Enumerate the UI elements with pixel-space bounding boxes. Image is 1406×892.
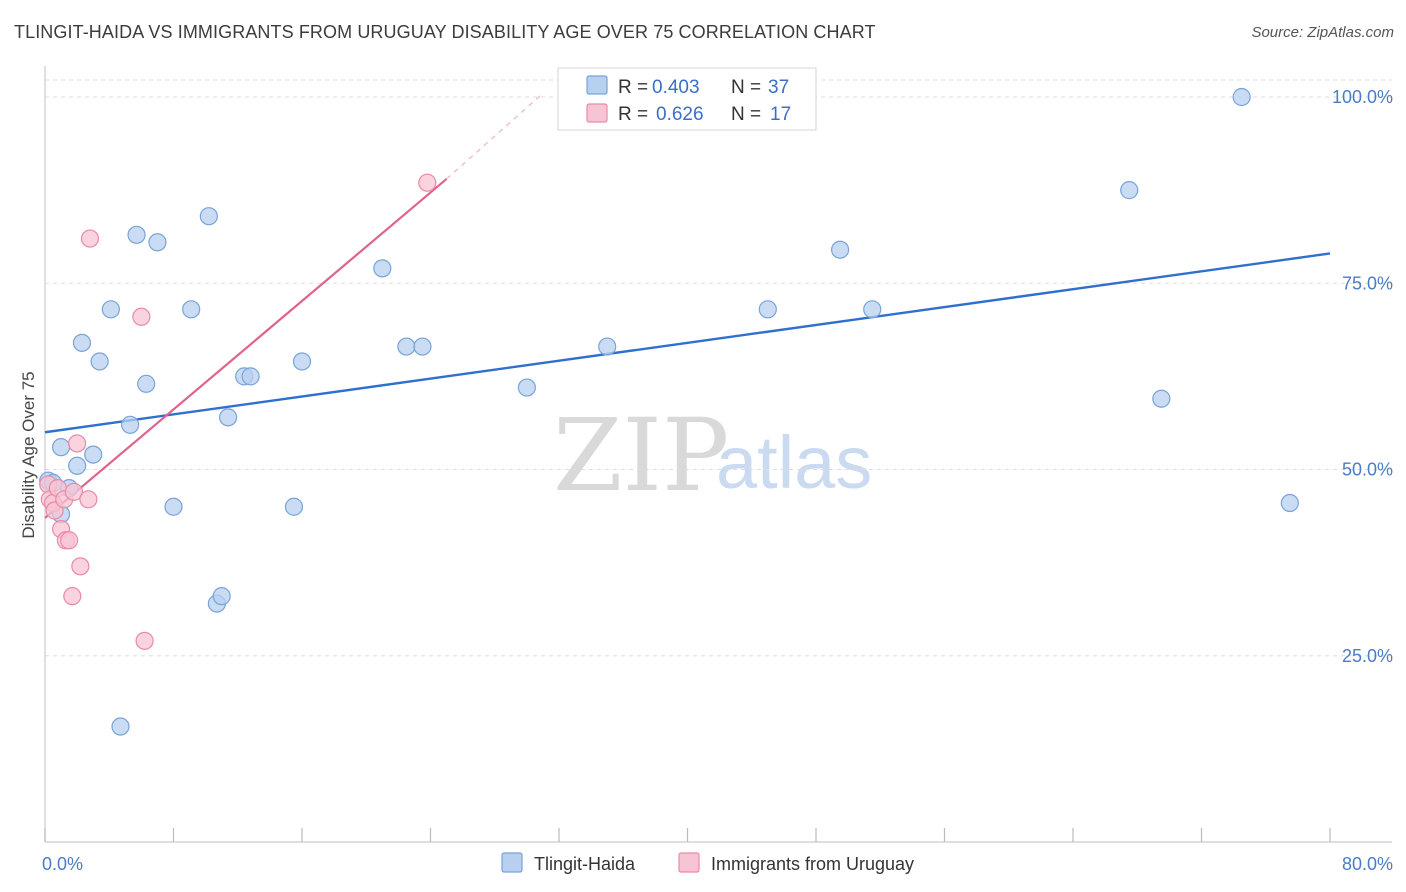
point-uruguay xyxy=(71,557,90,576)
point-uruguay xyxy=(79,490,98,509)
y-tick-label: 25.0% xyxy=(1342,646,1393,666)
point-tlingit-haida xyxy=(413,337,432,356)
watermark-atlas: atlas xyxy=(716,421,872,504)
point-tlingit-haida xyxy=(121,415,140,434)
legend-n-value: 17 xyxy=(770,104,791,125)
watermark: ZIP atlas xyxy=(553,397,872,514)
point-tlingit-haida xyxy=(284,497,304,516)
point-tlingit-haida xyxy=(1120,181,1139,200)
x-tick-labels: 0.0% 80.0% xyxy=(42,854,1393,874)
y-tick-label: 100.0% xyxy=(1332,87,1393,107)
legend-n-label: N = xyxy=(731,104,761,125)
legend-n-value: 37 xyxy=(768,77,789,98)
point-uruguay xyxy=(63,587,82,606)
point-tlingit-haida xyxy=(51,438,71,457)
point-tlingit-haida xyxy=(212,587,231,606)
point-tlingit-haida xyxy=(111,717,130,736)
legend-n-label: N = xyxy=(731,77,761,98)
legend-swatch-uruguay xyxy=(586,103,608,123)
source-credit: Source: ZipAtlas.com xyxy=(1251,24,1394,41)
point-tlingit-haida xyxy=(72,333,92,352)
trendline-uruguay xyxy=(44,178,448,519)
y-tick-labels: 25.0% 50.0% 75.0% 100.0% xyxy=(1332,87,1393,666)
point-uruguay xyxy=(135,631,154,650)
point-tlingit-haida xyxy=(148,233,167,252)
series-legend: Tlingit-Haida Immigrants from Uruguay xyxy=(501,852,914,874)
legend-r-value: 0.403 xyxy=(652,77,700,98)
trend-lines xyxy=(44,92,1331,519)
legend-label-uruguay: Immigrants from Uruguay xyxy=(711,854,914,874)
point-uruguay xyxy=(132,307,151,326)
point-tlingit-haida xyxy=(68,456,87,475)
point-tlingit-haida xyxy=(517,378,536,397)
legend-swatch-uruguay xyxy=(678,852,700,873)
point-tlingit-haida xyxy=(1280,493,1299,513)
point-tlingit-haida xyxy=(598,337,617,356)
legend-r-label: R = xyxy=(618,104,648,125)
legend-r-label: R = xyxy=(618,77,648,98)
point-tlingit-haida xyxy=(84,445,103,464)
trendline-tlingit-haida xyxy=(44,252,1331,434)
legend-r-value: 0.626 xyxy=(656,104,704,125)
point-tlingit-haida xyxy=(101,300,120,319)
point-tlingit-haida xyxy=(292,352,312,371)
point-uruguay xyxy=(68,434,87,453)
y-axis-label: Disability Age Over 75 xyxy=(19,371,38,538)
x-tick-label: 80.0% xyxy=(1342,854,1393,874)
point-tlingit-haida xyxy=(90,352,109,371)
x-tick-label: 0.0% xyxy=(42,854,83,874)
point-tlingit-haida xyxy=(373,259,392,278)
point-uruguay xyxy=(64,482,84,501)
legend-swatch-tlingit-haida xyxy=(586,75,608,95)
point-tlingit-haida xyxy=(1232,87,1251,107)
point-tlingit-haida xyxy=(164,497,183,516)
point-uruguay xyxy=(418,173,437,192)
point-tlingit-haida xyxy=(830,240,850,259)
point-tlingit-haida xyxy=(182,300,201,319)
point-uruguay xyxy=(80,229,100,248)
axes xyxy=(44,66,1392,843)
point-tlingit-haida xyxy=(397,337,416,356)
y-tick-label: 50.0% xyxy=(1342,460,1393,480)
data-points xyxy=(39,87,1299,736)
stats-legend: R = 0.403 N = 37 R = 0.626 N = 17 xyxy=(557,67,817,131)
legend-swatch-tlingit-haida xyxy=(501,852,523,873)
legend-label-tlingit-haida: Tlingit-Haida xyxy=(534,854,636,874)
watermark-zip: ZIP xyxy=(553,397,729,514)
point-tlingit-haida xyxy=(219,408,238,427)
trendline-uruguay-extension xyxy=(446,92,544,180)
point-tlingit-haida xyxy=(758,300,777,319)
chart-title: TLINGIT-HAIDA VS IMMIGRANTS FROM URUGUAY… xyxy=(14,22,876,42)
y-tick-label: 75.0% xyxy=(1342,273,1393,293)
point-uruguay xyxy=(59,531,79,550)
point-tlingit-haida xyxy=(863,300,882,319)
point-tlingit-haida xyxy=(137,374,156,393)
point-tlingit-haida xyxy=(1152,389,1171,408)
point-tlingit-haida xyxy=(241,367,260,386)
point-tlingit-haida xyxy=(127,225,146,244)
point-tlingit-haida xyxy=(199,207,218,226)
